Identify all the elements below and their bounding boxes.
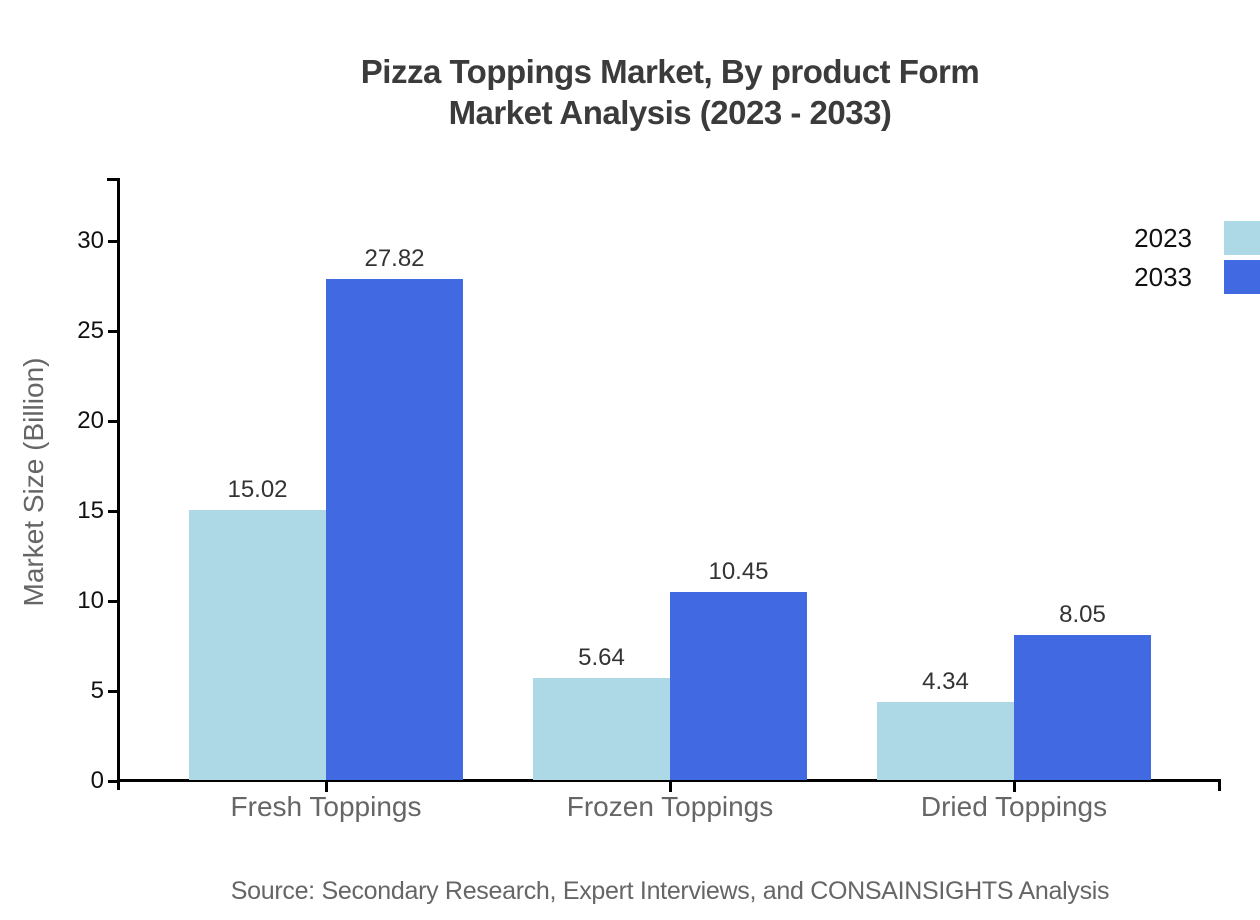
y-axis-tick [108,239,117,243]
y-axis-tick [108,779,117,783]
x-axis-category-label: Fresh Toppings [230,791,422,822]
y-axis-line [117,178,120,790]
chart-title: Pizza Toppings Market, By product Form M… [80,51,1260,133]
legend-color-swatch [1224,221,1260,255]
source-note: Source: Secondary Research, Expert Inter… [230,877,1110,905]
chart-title-line-1: Pizza Toppings Market, By product Form [360,53,980,90]
y-axis-tick-label: 20 [77,407,104,434]
y-axis-top-cap [107,178,120,181]
y-axis-tick [108,419,117,423]
legend-item: 2033 [1134,260,1260,294]
legend-item-label: 2033 [1134,262,1192,292]
y-axis-tick-label: 10 [77,587,104,614]
y-axis-tick [108,689,117,693]
bar-2033-fresh-toppings [326,279,463,780]
x-axis-category-label: Frozen Toppings [566,791,774,822]
y-axis-tick [108,599,117,603]
bar-2033-dried-toppings [1014,635,1151,780]
x-axis-end-cap [1218,779,1221,791]
legend: 2023 2033 [1134,221,1260,294]
y-axis-tick-label: 25 [77,317,104,344]
bar-value-label: 15.02 [227,475,288,503]
x-axis-line [117,779,1221,782]
bar-value-label: 4.34 [922,667,969,695]
x-axis-tick [324,782,328,792]
x-axis-category-label: Dried Toppings [920,791,1108,822]
bar-value-label: 27.82 [364,245,425,273]
bar-value-label: 10.45 [708,557,769,585]
bar-value-label: 5.64 [578,644,625,672]
bar-value-label: 8.05 [1059,601,1106,629]
y-axis-tick-label: 5 [90,677,104,704]
bar-2023-frozen-toppings [533,678,670,780]
legend-item: 2023 [1134,221,1260,255]
legend-color-swatch [1224,260,1260,294]
y-axis-tick-label: 0 [90,767,104,794]
legend-item-label: 2023 [1134,223,1192,253]
bar-2023-dried-toppings [877,701,1014,780]
y-axis-tick-label: 15 [77,497,104,524]
y-axis-tick [108,509,117,513]
y-axis-tick [108,329,117,333]
y-axis-tick-label: 30 [77,227,104,254]
chart-title-line-2: Market Analysis (2023 - 2033) [448,94,892,131]
x-axis-tick [1012,782,1016,792]
bar-2033-frozen-toppings [670,591,807,780]
bar-2023-fresh-toppings [189,509,326,780]
y-axis-title: Market Size (Billion) [18,357,49,607]
x-axis-tick [668,782,672,792]
